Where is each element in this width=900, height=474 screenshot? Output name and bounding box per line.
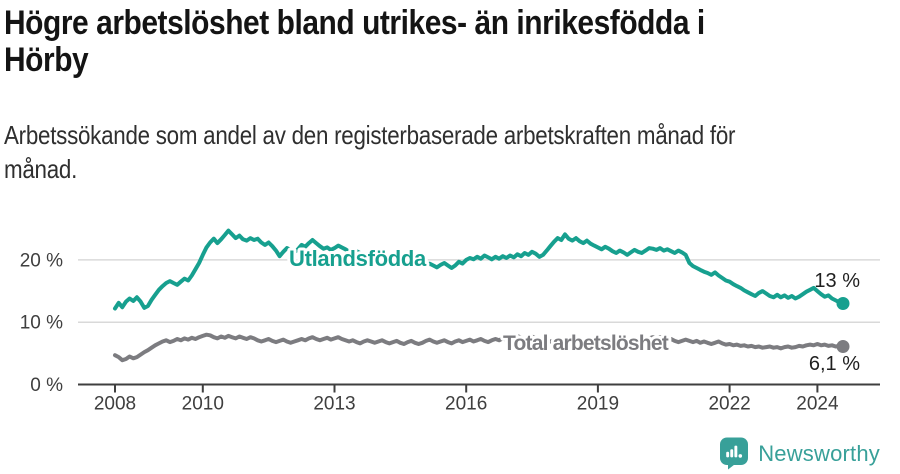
series-label-total-arbetsl-shet: Total arbetslöshet [503,332,669,355]
x-axis-tick-label: 2008 [94,394,136,415]
y-axis-tick-label: 10 % [20,313,63,334]
end-value-label-utlandsf-dda: 13 % [814,270,860,292]
x-axis-tick-label: 2013 [313,394,355,415]
y-axis-tick-label: 0 % [30,375,63,396]
series-line-utlandsf-dda [113,228,845,311]
brand-name: Newsworthy [758,440,880,466]
x-axis-tick-label: 2016 [445,394,487,415]
series-label-utlandsf-dda: Utlandsfödda [289,246,427,271]
chart-subtitle: Arbetssökande som andel av den registerb… [4,120,736,184]
end-value-label-total-arbetsl-shet: 6,1 % [809,353,860,375]
x-axis-tick-label: 2010 [182,394,224,415]
newsworthy-logo-icon [720,437,749,470]
series-end-dot-total-arbetsl-shet [836,340,850,353]
series-end-dot-utlandsf-dda [836,297,850,310]
x-axis-tick-label: 2024 [796,394,839,415]
x-axis-tick-label: 2019 [577,394,619,415]
chart-title: Högre arbetslöshet bland utrikes- än inr… [4,4,705,79]
x-axis-tick-label: 2022 [708,394,750,415]
brand-footer: Newsworthy [719,437,880,470]
series-line-total-arbetsl-shet [113,332,845,363]
y-axis-tick-label: 20 % [20,250,63,271]
